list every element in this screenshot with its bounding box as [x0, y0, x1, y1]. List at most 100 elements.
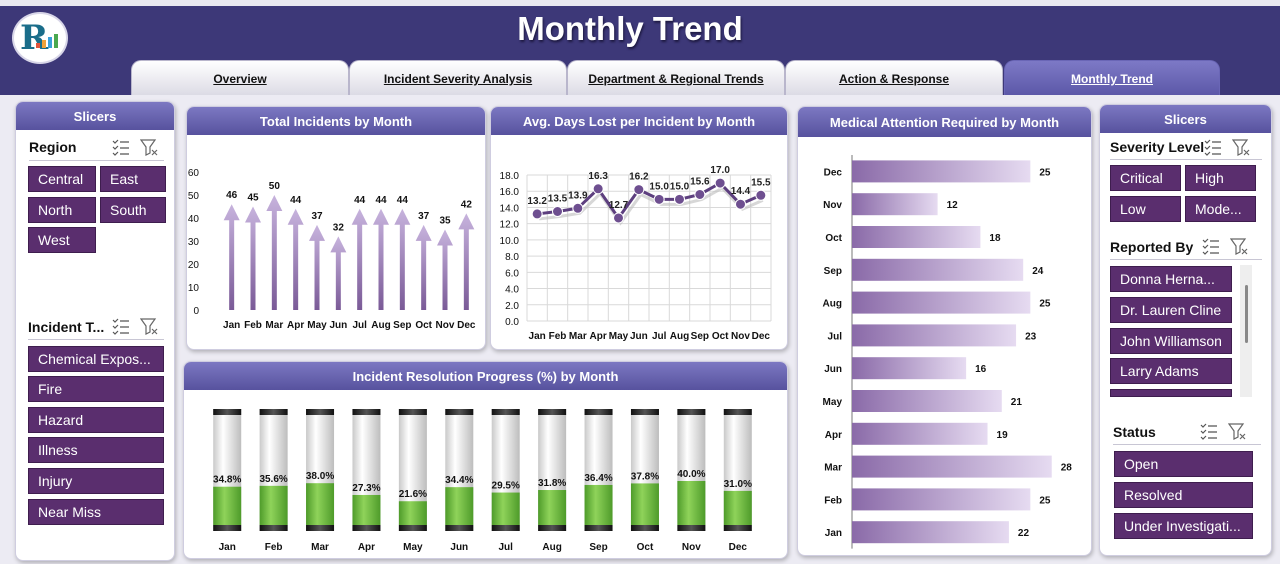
- multi-select-icon[interactable]: [1204, 138, 1222, 156]
- severity-chip-moderate[interactable]: Mode...: [1185, 196, 1256, 222]
- reported-by-chip-partial[interactable]: [1110, 389, 1232, 397]
- progress-fill: [630, 483, 659, 525]
- x-tick-label: Jul: [498, 542, 513, 553]
- multi-select-icon[interactable]: [1202, 237, 1220, 255]
- bar: [852, 193, 938, 216]
- clear-filter-icon[interactable]: [1232, 138, 1250, 156]
- multi-select-icon[interactable]: [112, 138, 130, 156]
- bar: [852, 291, 1031, 314]
- tab-action-response[interactable]: Action & Response: [785, 60, 1003, 95]
- region-chip-east[interactable]: East: [100, 166, 166, 192]
- status-divider: [1113, 444, 1261, 445]
- tube-cap-top: [259, 409, 288, 415]
- y-tick-label: 16.0: [500, 187, 520, 198]
- status-chip-open[interactable]: Open: [1114, 451, 1253, 477]
- data-point: [653, 193, 665, 205]
- incident-type-chip-injury[interactable]: Injury: [28, 468, 164, 494]
- status-chip-under-investigation[interactable]: Under Investigati...: [1114, 513, 1253, 539]
- avg-days-lost-title: Avg. Days Lost per Incident by Month: [491, 107, 787, 135]
- y-tick-label: 6.0: [505, 268, 519, 279]
- data-label: 40.0%: [677, 469, 705, 480]
- x-tick-label: Feb: [549, 331, 567, 342]
- incident-type-chip-chemical-exposure[interactable]: Chemical Expos...: [28, 346, 164, 372]
- status-chip-resolved[interactable]: Resolved: [1114, 482, 1253, 508]
- left-slicers-panel: Slicers Region Central East North South …: [15, 101, 175, 561]
- progress-fill: [584, 484, 613, 525]
- data-point: [613, 212, 624, 224]
- multi-select-icon[interactable]: [112, 317, 130, 335]
- tab-overview[interactable]: Overview: [131, 60, 349, 95]
- tab-department-regional-trends[interactable]: Department & Regional Trends: [567, 60, 785, 95]
- tube-cap-bottom: [538, 525, 567, 531]
- clear-filter-icon[interactable]: [140, 317, 158, 335]
- arrow-bar: [266, 195, 283, 310]
- reported-by-scroll-thumb[interactable]: [1245, 285, 1248, 343]
- y-tick-label: 14.0: [500, 203, 520, 214]
- data-label: 28: [1061, 463, 1073, 474]
- y-tick-label: Nov: [823, 200, 842, 211]
- data-label: 21: [1011, 397, 1023, 408]
- reported-by-chip-donna[interactable]: Donna Herna...: [1110, 266, 1232, 292]
- x-tick-label: Apr: [590, 331, 607, 342]
- reported-by-chip-john-williamson[interactable]: John Williamson: [1110, 328, 1232, 354]
- arrow-bar: [223, 204, 240, 310]
- x-tick-label: Feb: [265, 542, 283, 553]
- y-tick-label: 0: [193, 306, 199, 317]
- reported-by-divider: [1110, 259, 1262, 260]
- reported-by-chip-larry-adams[interactable]: Larry Adams: [1110, 358, 1232, 384]
- clear-filter-icon[interactable]: [140, 138, 158, 156]
- incident-type-chip-hazard[interactable]: Hazard: [28, 407, 164, 433]
- x-tick-label: Mar: [311, 542, 329, 553]
- progress-fill: [445, 487, 474, 525]
- y-tick-label: 4.0: [505, 285, 519, 296]
- x-tick-label: Dec: [729, 542, 748, 553]
- x-tick-label: Nov: [682, 542, 701, 553]
- data-point: [694, 188, 706, 200]
- data-point: [572, 202, 584, 214]
- incident-type-chip-near-miss[interactable]: Near Miss: [28, 499, 164, 525]
- clear-filter-icon[interactable]: [1230, 237, 1248, 255]
- incident-type-chip-illness[interactable]: Illness: [28, 437, 164, 463]
- x-tick-label: Mar: [265, 320, 283, 331]
- reported-by-scrollbar[interactable]: [1240, 265, 1252, 397]
- reported-by-slicer-title: Reported By: [1110, 239, 1194, 255]
- x-tick-label: May: [609, 331, 629, 342]
- reported-by-chip-lauren-cline[interactable]: Dr. Lauren Cline: [1110, 297, 1232, 323]
- data-point: [592, 183, 604, 195]
- x-tick-label: Jun: [329, 320, 347, 331]
- tube-cap-top: [677, 409, 706, 415]
- tube-cap-top: [398, 409, 427, 415]
- logo-letter-mark: R: [20, 18, 49, 58]
- tube-cap-bottom: [491, 525, 520, 531]
- medical-attention-chart: Dec 25 Nov 12 Oct 18 Sep 24 Aug 25 Jul 23 Jun 16 May 21…: [823, 155, 1073, 549]
- tube-cap-bottom: [213, 525, 242, 531]
- region-slicer-title: Region: [29, 139, 77, 155]
- region-chip-south[interactable]: South: [100, 197, 166, 223]
- tab-monthly-trend[interactable]: Monthly Trend: [1004, 60, 1220, 95]
- data-label: 13.9: [568, 190, 588, 201]
- tube-cap-bottom: [677, 525, 706, 531]
- arrow-bar: [394, 208, 411, 310]
- severity-chip-high[interactable]: High: [1185, 165, 1256, 191]
- data-point: [552, 206, 563, 217]
- y-tick-label: 10.0: [500, 236, 520, 247]
- data-label: 18: [989, 233, 1001, 244]
- bar: [852, 455, 1052, 478]
- region-chip-north[interactable]: North: [28, 197, 96, 223]
- logo-bars-icon: [36, 34, 58, 48]
- multi-select-icon[interactable]: [1200, 422, 1218, 440]
- severity-chip-low[interactable]: Low: [1110, 196, 1181, 222]
- tab-incident-severity-analysis[interactable]: Incident Severity Analysis: [349, 60, 567, 95]
- clear-filter-icon[interactable]: [1228, 422, 1246, 440]
- data-label: 42: [461, 199, 473, 210]
- bar: [852, 324, 1017, 347]
- data-label: 13.5: [548, 194, 568, 205]
- y-tick-label: 60: [188, 168, 200, 179]
- region-chip-west[interactable]: West: [28, 227, 96, 253]
- data-label: 25: [1039, 495, 1051, 506]
- data-label: 31.0%: [724, 479, 752, 490]
- incident-type-chip-fire[interactable]: Fire: [28, 376, 164, 402]
- data-label: 16: [975, 364, 987, 375]
- severity-chip-critical[interactable]: Critical: [1110, 165, 1181, 191]
- region-chip-central[interactable]: Central: [28, 166, 96, 192]
